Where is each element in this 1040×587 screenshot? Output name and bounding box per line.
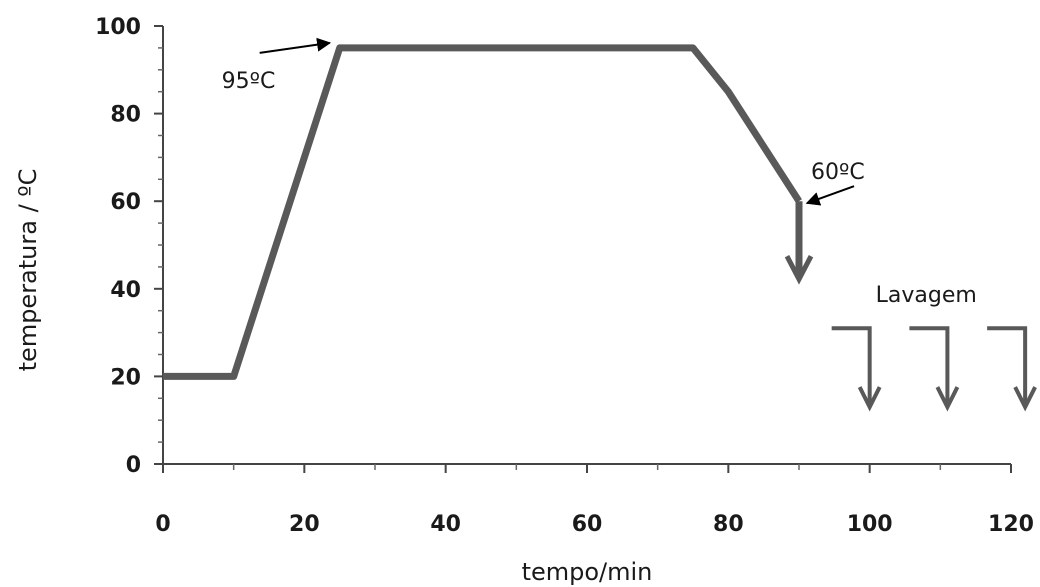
drop-arrow-head	[784, 255, 814, 285]
annotation-95c: 95ºC	[222, 69, 276, 94]
wash-arrow-icon	[909, 326, 960, 412]
y-tick-label: 0	[126, 453, 141, 478]
x-tick-labels: 0 20 40 60 80 100 120	[155, 512, 1034, 537]
wash-arrow-icon	[831, 326, 882, 412]
y-minor-ticks	[154, 25, 163, 465]
y-tick-label: 40	[110, 278, 141, 303]
wash-step-arrows	[831, 326, 1037, 412]
x-minor-ticks	[162, 464, 1012, 473]
y-tick-label: 100	[95, 15, 141, 40]
annotation-60c-arrow-icon	[805, 185, 855, 206]
annotation-95c-arrow-icon	[259, 37, 332, 54]
annotation-lavagem: Lavagem	[876, 283, 977, 308]
x-tick-label: 0	[155, 512, 170, 537]
wash-arrow-icon	[987, 326, 1037, 412]
x-tick-label: 120	[988, 512, 1034, 537]
annotation-60c: 60ºC	[811, 160, 865, 185]
cooling-drop-arrow-icon	[784, 201, 814, 285]
y-tick-label: 80	[110, 103, 141, 128]
y-axis-title: temperatura / ºC	[14, 169, 42, 372]
axes: 0 20 40 60 80 100 0 20 40 60 80 100 120	[95, 15, 1034, 537]
x-axis-title: tempo/min	[522, 558, 653, 586]
temperature-series-line	[163, 44, 802, 380]
x-tick-label: 80	[713, 512, 744, 537]
x-tick-label: 20	[289, 512, 320, 537]
x-tick-label: 40	[430, 512, 461, 537]
y-tick-label: 20	[110, 365, 141, 390]
x-tick-label: 100	[847, 512, 893, 537]
y-tick-label: 60	[110, 190, 141, 215]
x-tick-label: 60	[572, 512, 603, 537]
y-tick-labels: 0 20 40 60 80 100	[95, 15, 141, 478]
